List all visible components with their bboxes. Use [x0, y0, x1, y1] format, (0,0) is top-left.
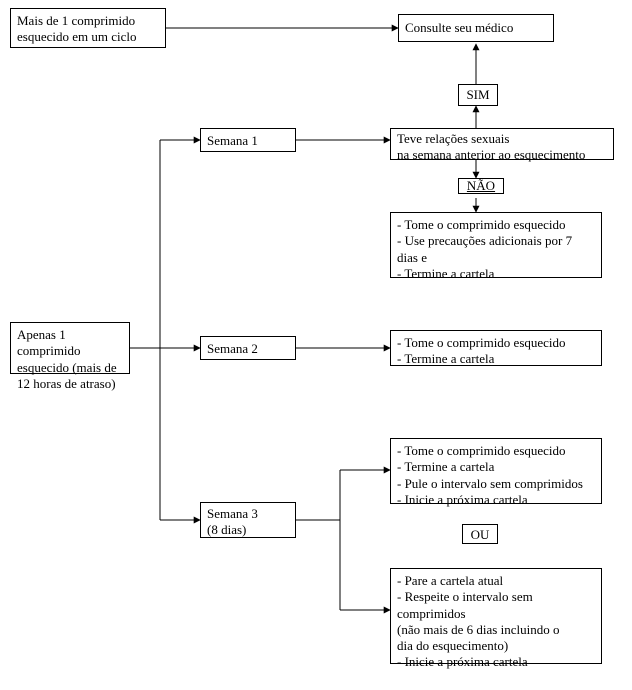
node-sexual: Teve relações sexuais na semana anterior…: [390, 128, 614, 160]
node-advice1: - Tome o comprimido esquecido - Use prec…: [390, 212, 602, 278]
node-ou: OU: [462, 524, 498, 544]
node-week3: Semana 3 (8 dias): [200, 502, 296, 538]
node-sim: SIM: [458, 84, 498, 106]
node-only-one: Apenas 1 comprimido esquecido (mais de 1…: [10, 322, 130, 374]
node-nao: NÃO: [458, 178, 504, 194]
node-week1: Semana 1: [200, 128, 296, 152]
node-week2: Semana 2: [200, 336, 296, 360]
node-more-than-one: Mais de 1 comprimido esquecido em um cic…: [10, 8, 166, 48]
node-advice3a: - Tome o comprimido esquecido - Termine …: [390, 438, 602, 504]
node-consult: Consulte seu médico: [398, 14, 554, 42]
node-advice3b: - Pare a cartela atual - Respeite o inte…: [390, 568, 602, 664]
node-advice2: - Tome o comprimido esquecido - Termine …: [390, 330, 602, 366]
